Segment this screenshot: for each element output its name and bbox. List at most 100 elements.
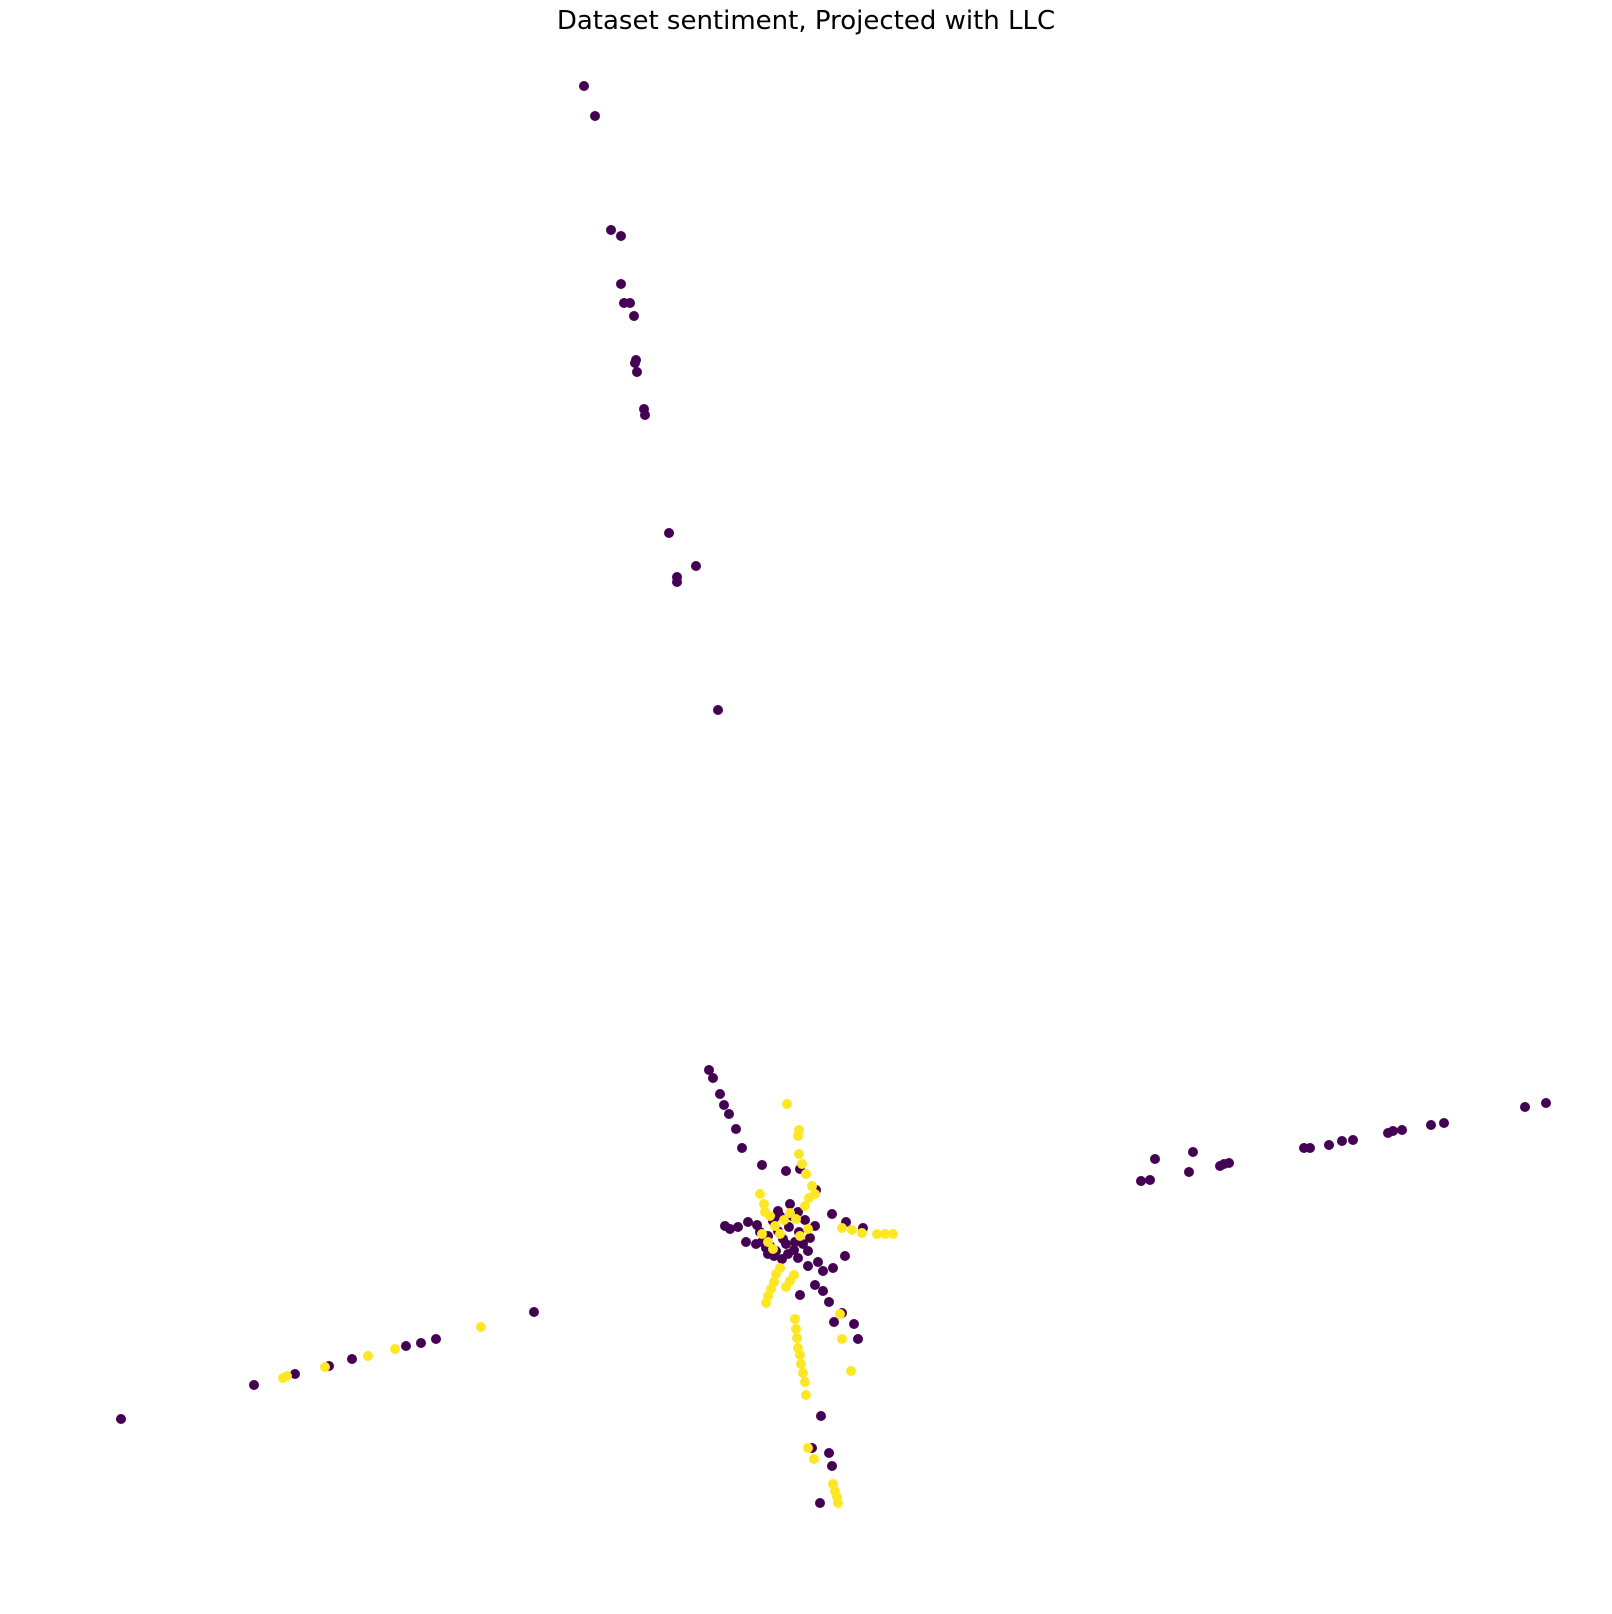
data-point <box>801 1169 811 1179</box>
data-point <box>810 1280 820 1290</box>
data-point <box>664 528 674 538</box>
data-point <box>782 1099 792 1109</box>
chart-title: Dataset sentiment, Projected with LLC <box>556 6 1056 36</box>
data-point <box>828 1479 838 1489</box>
data-point <box>781 1239 791 1249</box>
data-point <box>759 1199 769 1209</box>
data-point <box>793 1343 803 1353</box>
data-point <box>431 1334 441 1344</box>
data-point <box>1348 1135 1358 1145</box>
data-point <box>704 1065 714 1075</box>
data-point <box>797 1159 807 1169</box>
data-point <box>803 1261 813 1271</box>
data-point <box>691 561 701 571</box>
data-point <box>724 1109 734 1119</box>
data-point <box>757 1229 767 1239</box>
data-point <box>590 111 600 121</box>
data-point <box>798 1368 808 1378</box>
data-point <box>837 1334 847 1344</box>
data-point <box>785 1199 795 1209</box>
data-point <box>840 1251 850 1261</box>
data-point <box>791 1324 801 1334</box>
data-point <box>805 1233 815 1243</box>
data-point <box>1224 1158 1234 1168</box>
data-point <box>715 1089 725 1099</box>
data-point <box>795 1231 805 1241</box>
data-point <box>791 1214 801 1224</box>
data-point <box>801 1390 811 1400</box>
data-point <box>857 1228 867 1238</box>
data-point <box>853 1334 863 1344</box>
data-point <box>837 1223 847 1233</box>
data-point <box>807 1181 817 1191</box>
data-point <box>639 404 649 414</box>
data-point <box>809 1454 819 1464</box>
data-point <box>1541 1098 1551 1108</box>
data-point <box>794 1125 804 1135</box>
data-point <box>800 1201 810 1211</box>
data-point <box>116 1414 126 1424</box>
data-point <box>719 1100 729 1110</box>
data-point <box>347 1354 357 1364</box>
data-point <box>773 1206 783 1216</box>
data-point <box>789 1245 799 1255</box>
data-point <box>827 1209 837 1219</box>
data-point <box>616 279 626 289</box>
data-point <box>1184 1167 1194 1177</box>
data-point <box>847 1225 857 1235</box>
data-point <box>1439 1118 1449 1128</box>
data-point <box>770 1221 780 1231</box>
data-point <box>1520 1102 1530 1112</box>
data-point <box>775 1263 785 1273</box>
data-point <box>743 1217 753 1227</box>
data-point <box>733 1222 743 1232</box>
data-point <box>790 1314 800 1324</box>
data-point <box>529 1307 539 1317</box>
data-point <box>849 1319 859 1329</box>
data-point <box>781 1166 791 1176</box>
data-point <box>793 1253 803 1263</box>
data-point <box>1305 1143 1315 1153</box>
data-point <box>401 1341 411 1351</box>
data-point <box>784 1222 794 1232</box>
data-point <box>781 1282 791 1292</box>
data-point <box>737 1143 747 1153</box>
data-point <box>777 1254 787 1264</box>
data-point <box>416 1338 426 1348</box>
data-point <box>1337 1136 1347 1146</box>
data-point <box>579 81 589 91</box>
points-layer <box>116 81 1551 1508</box>
data-point <box>818 1266 828 1276</box>
data-point <box>872 1229 882 1239</box>
data-point <box>880 1229 890 1239</box>
data-point <box>731 1124 741 1134</box>
data-point <box>794 1149 804 1159</box>
data-point <box>829 1317 839 1327</box>
data-point <box>816 1411 826 1421</box>
data-point <box>320 1362 330 1372</box>
data-point <box>803 1443 813 1453</box>
data-point <box>846 1366 856 1376</box>
data-point <box>741 1237 751 1247</box>
data-point <box>792 1333 802 1343</box>
data-point <box>249 1380 259 1390</box>
data-point <box>1324 1140 1334 1150</box>
data-point <box>768 1244 778 1254</box>
data-point <box>476 1322 486 1332</box>
data-point <box>803 1224 813 1234</box>
data-point <box>606 225 616 235</box>
data-point <box>769 1277 779 1287</box>
data-point <box>720 1221 730 1231</box>
data-point <box>390 1344 400 1354</box>
data-point <box>763 1237 773 1247</box>
data-point <box>1150 1154 1160 1164</box>
data-point <box>713 705 723 715</box>
data-point <box>363 1351 373 1361</box>
data-point <box>798 1239 808 1249</box>
data-point <box>810 1189 820 1199</box>
data-point <box>796 1359 806 1369</box>
data-point <box>619 298 629 308</box>
data-point <box>290 1369 300 1379</box>
data-point <box>813 1257 823 1267</box>
